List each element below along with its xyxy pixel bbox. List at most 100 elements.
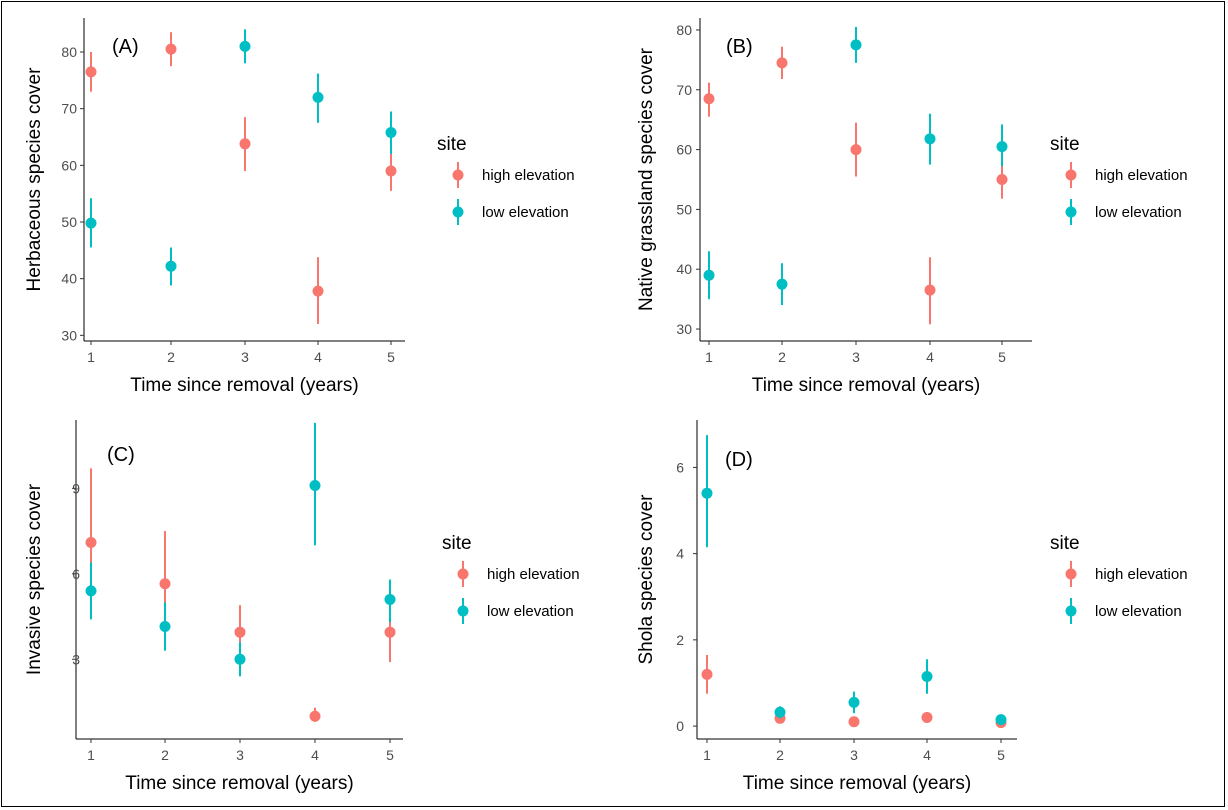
panel-c-high-elevation-point (159, 578, 171, 590)
panel-c-x-tick-label: 3 (236, 747, 244, 763)
panel-b-low-elevation-point (924, 133, 936, 145)
panel-a-x-tick-label: 5 (387, 349, 395, 365)
panel-a-y-tick-label: 50 (61, 214, 77, 230)
panel-d-high-elevation-point (701, 668, 713, 680)
panel-b-y-tick-label: 60 (676, 142, 692, 158)
panel-d-x-tick-label: 5 (997, 747, 1005, 763)
panel-d-y-tick-label: 4 (676, 546, 684, 562)
panel-d-legend-title: site (1050, 533, 1080, 554)
panel-b-y-tick-label: 50 (676, 201, 692, 217)
panel-c-legend-key-low-elevation (457, 605, 469, 617)
panel-a-low-elevation-point (85, 217, 97, 229)
panel-d-x-tick-label: 4 (923, 747, 931, 763)
panel-a-legend-key-high-elevation (452, 169, 464, 181)
panel-c-low-elevation-point (234, 653, 246, 665)
panel-c-legend-title: site (442, 533, 472, 554)
panel-a-x-tick-label: 1 (87, 349, 95, 365)
panel-b-high-elevation-point (850, 144, 862, 156)
panel-c-y-tick-label: 9 (72, 480, 80, 496)
panel-d-low-elevation-point (995, 714, 1007, 726)
panel-c-x-tick-label: 5 (386, 747, 394, 763)
panel-c-low-elevation-point (309, 480, 321, 492)
panel-c-low-elevation-point (384, 593, 396, 605)
panel-d-low-elevation-point (774, 706, 786, 718)
panel-b-legend-key-low-elevation (1065, 206, 1077, 218)
panel-a-low-elevation-point (239, 40, 251, 52)
panel-a-x-tick-label: 3 (241, 349, 249, 365)
panel-c-y-axis-title: Invasive species cover (24, 483, 45, 675)
panel-d-legend-label-low-elevation: low elevation (1095, 603, 1182, 620)
panel-c-y-tick-label: 3 (72, 651, 80, 667)
panel-d-low-elevation-point (921, 670, 933, 682)
panel-b-y-tick-label: 80 (676, 22, 692, 38)
panel-a-y-tick-label: 80 (61, 44, 77, 60)
panel-a-y-tick-label: 60 (61, 157, 77, 173)
panel-a-low-elevation-point (165, 260, 177, 272)
panel-b: 30 40 50 60 70 80 1 2 3 4 5 Time since removal (yea… (636, 18, 1188, 396)
panel-a-legend-label-low-elevation: low elevation (482, 204, 569, 221)
panel-b-low-elevation-point (703, 269, 715, 281)
panel-b-low-elevation-point (776, 278, 788, 290)
panel-a-high-elevation-point (165, 43, 177, 55)
panel-a: 30 40 50 60 70 80 1 2 3 4 5 Time since removal (yea… (24, 18, 575, 396)
panel-d-low-elevation-point (701, 487, 713, 499)
panel-a-high-elevation-point (385, 165, 397, 177)
panel-d-y-tick-label: 0 (676, 718, 684, 734)
panel-d-high-elevation-point (848, 716, 860, 728)
panel-a-legend-key-low-elevation (452, 206, 464, 218)
panel-b-y-axis-title: Native grassland species cover (636, 47, 657, 311)
panel-b-legend-title: site (1050, 134, 1080, 155)
panel-b-high-elevation-point (996, 174, 1008, 185)
panel-b-high-elevation-point (776, 57, 788, 69)
panel-b-legend-label-high-elevation: high elevation (1095, 167, 1188, 184)
panel-b-x-tick-label: 5 (998, 349, 1006, 365)
panel-b-x-tick-label: 2 (778, 349, 786, 365)
panel-c-high-elevation-point (85, 536, 97, 548)
panel-c-high-elevation-point (234, 626, 246, 638)
panel-a-legend-label-high-elevation: high elevation (482, 167, 575, 184)
panel-a-high-elevation-point (239, 138, 251, 150)
panel-b-x-tick-label: 3 (852, 349, 860, 365)
panel-c-high-elevation-point (309, 710, 321, 722)
panel-d-panel-label: (D) (725, 449, 753, 471)
panel-b-high-elevation-point (924, 284, 936, 296)
panel-b-x-tick-label: 1 (705, 349, 713, 365)
panel-a-y-axis-title: Herbaceous species cover (24, 67, 45, 292)
panel-c-x-tick-label: 4 (311, 747, 319, 763)
panel-c-legend-label-low-elevation: low elevation (487, 603, 574, 620)
panel-b-legend-label-low-elevation: low elevation (1095, 204, 1182, 221)
panel-c-legend-key-high-elevation (457, 568, 469, 580)
panel-a-panel-label: (A) (112, 36, 139, 58)
panel-d-high-elevation-point (921, 711, 933, 723)
panel-a-y-tick-label: 40 (61, 271, 77, 287)
panel-a-x-tick-label: 4 (314, 349, 322, 365)
panel-b-panel-label: (B) (726, 36, 753, 58)
panel-c-x-axis-title: Time since removal (years) (125, 773, 353, 794)
panel-b-low-elevation-point (850, 39, 862, 51)
panel-b-y-tick-label: 30 (676, 321, 692, 337)
panel-b-y-tick-label: 70 (676, 82, 692, 98)
panel-a-y-tick-label: 70 (61, 101, 77, 117)
panel-d: 0 2 4 6 1 2 3 4 5 Time since removal (years) Shola… (636, 420, 1188, 794)
panel-c-legend-label-high-elevation: high elevation (487, 566, 580, 583)
panel-d-legend-label-high-elevation: high elevation (1095, 566, 1188, 583)
panel-c-x-tick-label: 2 (161, 747, 169, 763)
panel-b-legend-key-high-elevation (1065, 169, 1077, 181)
panel-c-x-tick-label: 1 (87, 747, 95, 763)
panel-a-x-axis-title: Time since removal (years) (130, 375, 358, 396)
panel-b-high-elevation-point (703, 93, 715, 105)
panel-a-high-elevation-point (85, 66, 97, 78)
panel-d-x-tick-label: 1 (703, 747, 711, 763)
panel-d-x-tick-label: 3 (850, 747, 858, 763)
panel-b-x-axis-title: Time since removal (years) (752, 375, 980, 396)
panel-a-high-elevation-point (312, 285, 324, 297)
panel-d-legend-key-high-elevation (1065, 568, 1077, 580)
panel-d-low-elevation-point (848, 696, 860, 708)
panel-d-y-axis-title: Shola species cover (636, 494, 657, 665)
panel-a-legend-title: site (437, 134, 467, 155)
panel-c-high-elevation-point (384, 626, 396, 638)
